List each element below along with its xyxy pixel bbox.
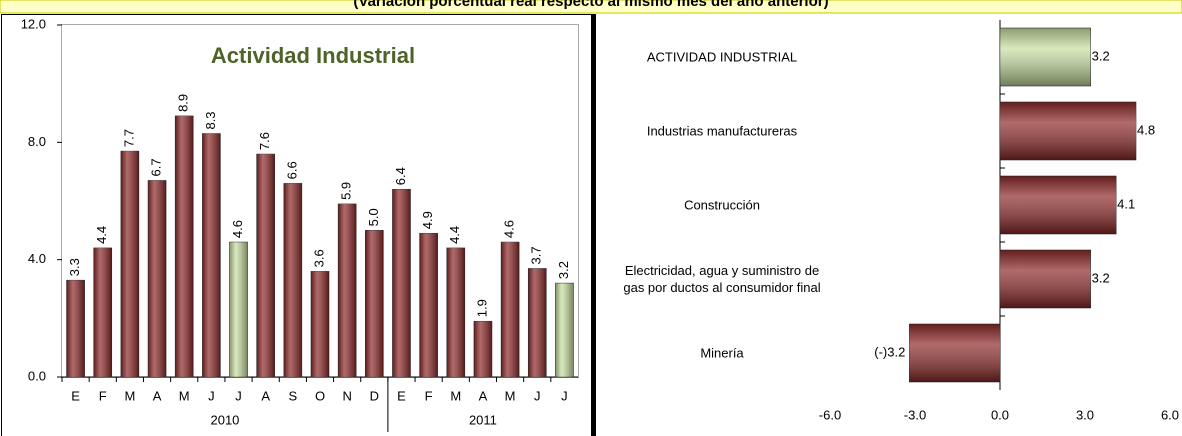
- x-tick-label: D: [370, 388, 379, 403]
- x-tick-label: -6.0: [819, 407, 841, 422]
- chart-title: Actividad Industrial: [211, 43, 415, 68]
- x-tick-label: A: [261, 388, 270, 403]
- category-label: Minería: [700, 345, 744, 361]
- bar-shade: [202, 133, 221, 377]
- x-tick-label: M: [179, 388, 190, 403]
- bar-shade: [528, 268, 547, 377]
- banner-box: [0, 0, 1182, 14]
- x-tick-label: F: [99, 388, 107, 403]
- y-tick-label: 0.0: [28, 368, 46, 383]
- bar-shade: [1000, 28, 1091, 86]
- value-label: 3.2: [556, 261, 571, 279]
- bar-shade: [446, 247, 465, 377]
- value-label: 7.6: [257, 132, 272, 150]
- x-tick-label: 6.0: [1161, 407, 1179, 422]
- bar-shade: [1000, 250, 1091, 308]
- bar-shade: [909, 324, 1000, 382]
- category-label: ACTIVIDAD INDUSTRIAL: [646, 49, 798, 65]
- value-label: 4.4: [447, 226, 462, 244]
- banner-text: (Variación porcentual real respecto al m…: [353, 0, 828, 10]
- bar-shade: [1000, 102, 1136, 160]
- value-label: (-)3.2: [874, 344, 905, 359]
- value-label: 6.7: [148, 158, 163, 176]
- x-tick-label: A: [153, 388, 162, 403]
- x-tick-label: N: [342, 388, 351, 403]
- y-tick-label: 4.0: [28, 251, 46, 266]
- y-tick-label: 12.0: [21, 16, 46, 31]
- bar-shade: [148, 180, 167, 377]
- value-label: 5.9: [339, 182, 354, 200]
- category-label: Electricidad, agua y suministro de gas p…: [623, 263, 821, 295]
- value-label: 4.1: [1117, 196, 1135, 211]
- x-tick-label: J: [208, 388, 215, 403]
- bar-shade: [120, 151, 139, 377]
- value-label: 6.4: [393, 167, 408, 185]
- bar-shade: [338, 203, 357, 377]
- category-label: Construcción: [684, 197, 760, 213]
- x-tick-label: J: [561, 388, 568, 403]
- value-label: 4.6: [230, 220, 245, 238]
- x-tick-label: -3.0: [904, 407, 926, 422]
- x-group-label: 2010: [210, 412, 239, 427]
- x-tick-label: E: [71, 388, 80, 403]
- x-tick-label: M: [450, 388, 461, 403]
- bar-shade: [419, 233, 438, 377]
- value-label: 4.8: [1137, 122, 1155, 137]
- value-label: 4.4: [94, 226, 109, 244]
- bar-shade: [66, 280, 85, 377]
- y-tick-label: 8.0: [28, 134, 46, 149]
- x-tick-label: A: [479, 388, 488, 403]
- bar-shade: [175, 115, 194, 377]
- bar-shade: [473, 321, 492, 377]
- value-label: 8.9: [176, 94, 191, 112]
- x-tick-label: F: [425, 388, 433, 403]
- x-tick-label: 0.0: [991, 407, 1009, 422]
- bar-shade: [229, 242, 248, 377]
- value-label: 3.3: [67, 258, 82, 276]
- x-tick-label: S: [289, 388, 298, 403]
- value-label: 3.7: [529, 246, 544, 264]
- value-label: 6.6: [284, 161, 299, 179]
- x-tick-label: M: [505, 388, 516, 403]
- value-label: 3.6: [311, 249, 326, 267]
- bar-shade: [392, 189, 411, 377]
- x-tick-label: E: [397, 388, 406, 403]
- bar-shade: [283, 183, 302, 377]
- value-label: 3.2: [1092, 48, 1110, 63]
- x-tick-label: J: [534, 388, 541, 403]
- value-label: 8.3: [203, 111, 218, 129]
- x-tick-label: J: [235, 388, 242, 403]
- value-label: 1.9: [474, 299, 489, 317]
- x-tick-label: 3.0: [1076, 407, 1094, 422]
- bar-shade: [311, 271, 329, 377]
- value-label: 3.2: [1092, 270, 1110, 285]
- left-panel: [1, 14, 592, 436]
- bar-shade: [1000, 176, 1117, 234]
- value-label: 7.7: [121, 129, 136, 147]
- bar-shade: [555, 283, 574, 377]
- bar-shade: [365, 230, 384, 377]
- value-label: 4.9: [420, 211, 435, 229]
- x-group-label: 2011: [469, 412, 497, 427]
- x-tick-label: M: [124, 388, 135, 403]
- value-label: 5.0: [366, 208, 381, 226]
- bar-shade: [501, 242, 520, 377]
- divider: [592, 14, 596, 436]
- bar-shade: [256, 154, 275, 377]
- bar-shade: [93, 247, 112, 377]
- value-label: 4.6: [502, 220, 517, 238]
- category-label: Industrias manufactureras: [646, 123, 798, 139]
- x-tick-label: O: [315, 388, 325, 403]
